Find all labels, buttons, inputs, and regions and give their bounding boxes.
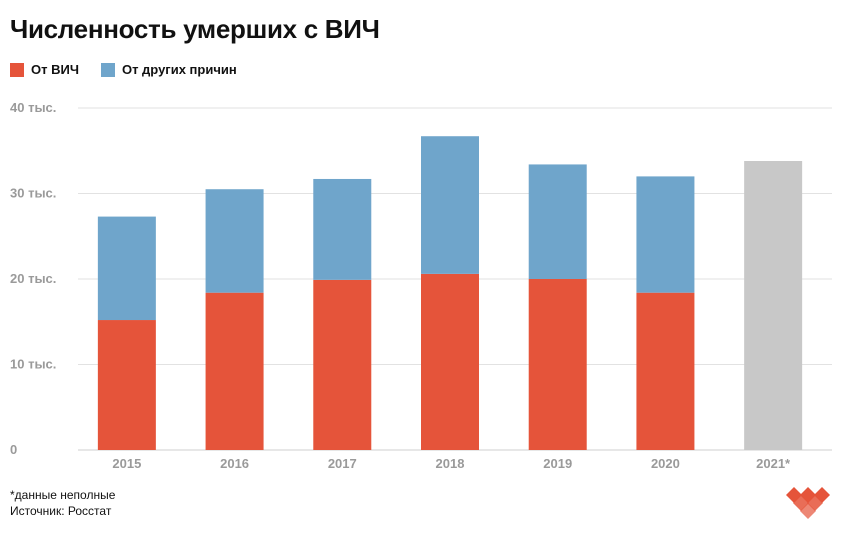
- bar-total-incomplete: [744, 161, 803, 450]
- y-tick-label: 10 тыс.: [10, 357, 56, 372]
- source-note: Источник: Росстат: [10, 504, 112, 518]
- footnote: *данные неполные Источник: Росстат: [10, 487, 115, 519]
- x-tick-label: 2019: [543, 456, 572, 471]
- legend-item-other: От других причин: [100, 62, 237, 77]
- bar-segment-other: [421, 136, 479, 274]
- bar-segment-hiv: [313, 279, 372, 450]
- heart-logo-icon: [786, 487, 830, 519]
- bar-segment-other: [636, 176, 695, 293]
- x-tick-label: 2021*: [756, 456, 791, 471]
- legend-label-hiv: От ВИЧ: [31, 62, 79, 77]
- x-tick-label: 2020: [651, 456, 680, 471]
- y-tick-label: 20 тыс.: [10, 271, 56, 286]
- x-tick-label: 2015: [112, 456, 141, 471]
- legend-swatch-hiv: [10, 62, 24, 77]
- bar-segment-hiv: [421, 273, 479, 450]
- y-tick-label: 40 тыс.: [10, 100, 56, 115]
- footnote-note: *данные неполные: [10, 488, 116, 502]
- legend-item-hiv: От ВИЧ: [10, 62, 79, 77]
- stacked-bar-chart: 0 10 тыс. 20 тыс. 30 тыс. 40 тыс. 2015 2016 201…: [10, 100, 832, 471]
- bar-segment-hiv: [528, 279, 587, 450]
- bar-segment-other: [205, 189, 264, 293]
- x-tick-label: 2017: [328, 456, 357, 471]
- legend-swatch-other: [100, 62, 115, 77]
- legend: От ВИЧ От других причин: [10, 62, 237, 77]
- legend-label-other: От других причин: [121, 62, 237, 77]
- x-tick-label: 2016: [220, 456, 249, 471]
- bar-segment-other: [313, 178, 372, 280]
- chart-title: Численность умерших с ВИЧ: [10, 14, 380, 44]
- bar-segment-hiv: [97, 320, 156, 450]
- x-tick-label: 2018: [436, 456, 465, 471]
- y-tick-label: 30 тыс.: [10, 186, 56, 201]
- y-tick-label: 0: [10, 442, 17, 457]
- bar-segment-hiv: [636, 292, 695, 450]
- bar-segment-hiv: [205, 292, 264, 450]
- bar-segment-other: [97, 216, 156, 321]
- bar-segment-other: [528, 164, 587, 279]
